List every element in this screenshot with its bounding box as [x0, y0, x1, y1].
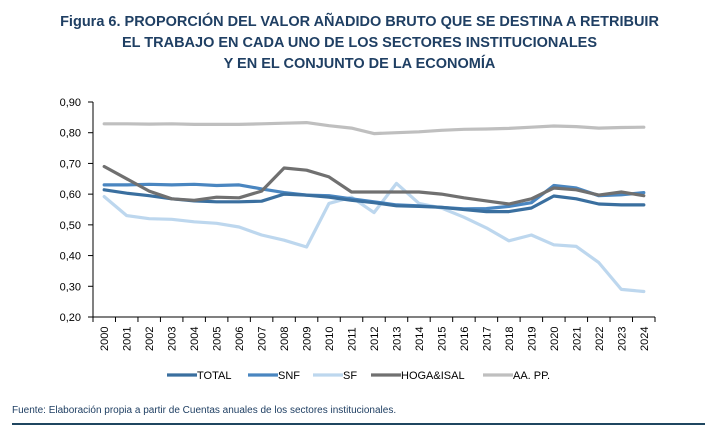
x-tick-label: 2017 — [481, 327, 493, 351]
x-tick-label: 2020 — [549, 327, 561, 351]
x-tick-label: 2013 — [391, 327, 403, 351]
x-tick-label: 2005 — [212, 327, 224, 351]
x-tick-label: 2008 — [279, 327, 291, 351]
x-tick-label: 2014 — [414, 327, 426, 351]
x-tick-label: 2003 — [167, 327, 179, 351]
x-tick-label: 2024 — [639, 327, 651, 351]
y-tick-label: 0,20 — [60, 312, 81, 324]
x-tick-label: 2016 — [459, 327, 471, 351]
x-tick-label: 2001 — [122, 327, 134, 351]
x-tick-label: 2006 — [234, 327, 246, 351]
source-note: Fuente: Elaboración propia a partir de C… — [12, 405, 397, 416]
x-tick-label: 2009 — [302, 327, 314, 351]
x-tick-label: 2000 — [99, 327, 111, 351]
legend-label: AA. PP. — [513, 370, 550, 382]
x-tick-label: 2004 — [189, 327, 201, 351]
x-tick-label: 2007 — [257, 327, 269, 351]
legend-item-total: TOTAL — [167, 370, 231, 382]
series-line-sf — [102, 181, 646, 294]
legend-item-snf: SNF — [248, 370, 300, 382]
y-tick-label: 0,70 — [60, 158, 81, 170]
y-tick-label: 0,50 — [60, 220, 81, 232]
legend-label: HOGA&ISAL — [401, 370, 465, 382]
legend-label: SF — [343, 370, 357, 382]
y-tick-label: 0,90 — [60, 97, 81, 109]
series-line-aa-pp — [102, 120, 646, 136]
title-line-2: EL TRABAJO EN CADA UNO DE LOS SECTORES I… — [121, 35, 598, 51]
title-line-1: Figura 6. PROPORCIÓN DEL VALOR AÑADIDO B… — [60, 14, 659, 30]
x-tick-label: 2023 — [616, 327, 628, 351]
x-tick-label: 2021 — [571, 327, 583, 351]
y-tick-label: 0,30 — [60, 281, 81, 293]
series-lines — [102, 120, 646, 294]
figure-title: Figura 6. PROPORCIÓN DEL VALOR AÑADIDO B… — [0, 12, 719, 75]
y-tick-label: 0,40 — [60, 251, 81, 263]
legend-item-hoga-isal: HOGA&ISAL — [371, 370, 465, 382]
title-line-3: Y EN EL CONJUNTO DE LA ECONOMÍA — [223, 56, 496, 72]
x-tick-label: 2010 — [324, 327, 336, 351]
y-tick-label: 0,60 — [60, 189, 81, 201]
legend-item-aa-pp: AA. PP. — [483, 370, 550, 382]
x-tick-label: 2012 — [369, 327, 381, 351]
x-tick-label: 2002 — [144, 327, 156, 351]
legend: TOTAL SNF SF HOGA&ISAL AA. PP. — [167, 370, 550, 382]
x-tick-label: 2019 — [526, 327, 538, 351]
footer-divider — [12, 423, 705, 425]
legend-label: TOTAL — [197, 370, 231, 382]
x-tick-label: 2022 — [594, 327, 606, 351]
series-line-hoga-isal — [102, 164, 646, 206]
x-tick-label: 2011 — [347, 327, 359, 351]
axes: 0,20 0,30 0,40 0,50 0,60 0,70 0,80 0,90 2000 2001… — [60, 97, 656, 351]
x-tick-label: 2018 — [504, 327, 516, 351]
legend-item-sf: SF — [313, 370, 357, 382]
line-chart: 0,20 0,30 0,40 0,50 0,60 0,70 0,80 0,90 2000 2001… — [60, 97, 656, 382]
y-tick-label: 0,80 — [60, 128, 81, 140]
legend-label: SNF — [278, 370, 300, 382]
x-tick-label: 2015 — [436, 327, 448, 351]
